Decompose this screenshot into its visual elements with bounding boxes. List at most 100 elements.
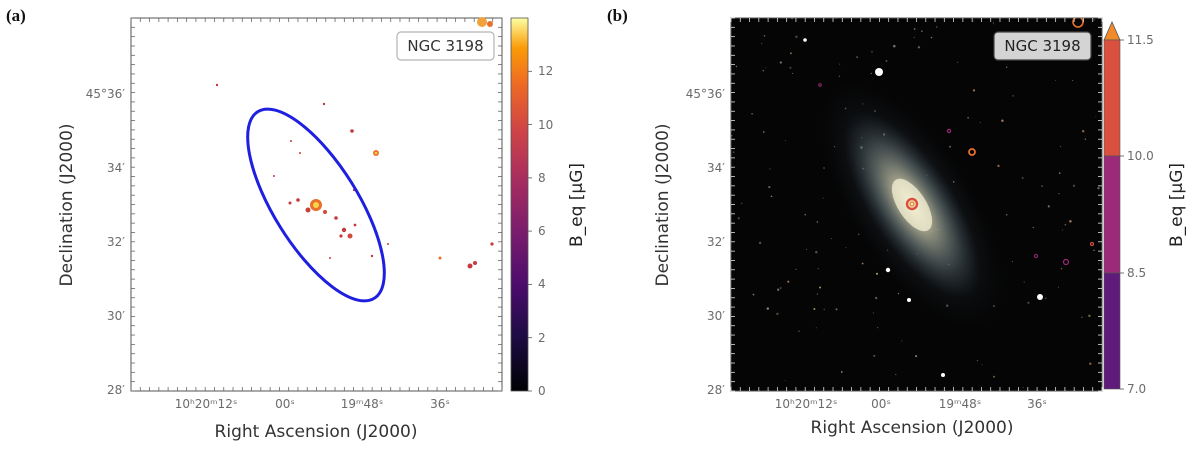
background-star bbox=[1084, 138, 1087, 140]
background-star bbox=[1044, 297, 1047, 300]
background-star bbox=[895, 373, 897, 376]
dec-tick-label: 28′ bbox=[707, 383, 725, 397]
emission-blob bbox=[288, 201, 292, 205]
colorbar-bin-low bbox=[1103, 272, 1121, 390]
bright-star bbox=[941, 373, 945, 377]
contour-source bbox=[946, 128, 952, 134]
contour-source bbox=[1062, 258, 1070, 266]
bright-star bbox=[803, 38, 807, 42]
background-star bbox=[815, 327, 817, 329]
background-star bbox=[787, 280, 790, 283]
colorbar-tick-label: 2 bbox=[538, 331, 546, 345]
bright-star bbox=[907, 298, 911, 302]
colorbar-tick-label: 4 bbox=[538, 277, 546, 291]
background-star bbox=[1012, 95, 1014, 97]
background-star bbox=[752, 293, 755, 296]
galaxy-aperture-ellipse bbox=[246, 107, 386, 303]
background-star bbox=[1021, 176, 1024, 180]
background-star bbox=[1022, 387, 1024, 389]
background-star bbox=[763, 131, 765, 133]
background-star bbox=[913, 36, 915, 39]
background-star bbox=[893, 44, 896, 48]
panel-a-colorbar-label: B_eq [μG] bbox=[567, 163, 587, 247]
background-star bbox=[992, 22, 995, 24]
dec-tick-label: 34′ bbox=[107, 161, 125, 175]
background-star bbox=[784, 380, 786, 382]
background-star bbox=[777, 288, 780, 291]
background-star bbox=[815, 251, 818, 254]
ra-tick-label: 10ʰ20ᵐ12ˢ bbox=[775, 397, 838, 411]
panel-a-colorbar bbox=[510, 17, 529, 392]
background-star bbox=[806, 248, 808, 250]
emission-blob bbox=[296, 198, 300, 202]
background-star bbox=[872, 312, 874, 314]
ra-tick-label: 19ᵐ48ˢ bbox=[341, 397, 384, 411]
panel-b-colorbar-ticks bbox=[1120, 39, 1124, 390]
contour-source bbox=[1089, 241, 1095, 247]
background-star bbox=[1072, 184, 1076, 187]
panel-b-colorbar bbox=[1103, 21, 1121, 390]
contour-source bbox=[1034, 254, 1038, 258]
panel-b-figure: NGC 3198 45°36′ 34′ 32′ 30′ 28′ 10ʰ20ᵐ12… bbox=[653, 17, 1187, 438]
background-star bbox=[921, 30, 923, 32]
colorbar-tick-label: 7.0 bbox=[1127, 382, 1146, 396]
colorbar-tick-label: 10 bbox=[538, 118, 553, 132]
background-star bbox=[897, 292, 900, 295]
background-star bbox=[1093, 249, 1095, 251]
ra-tick-label: 00ˢ bbox=[871, 397, 891, 411]
background-star bbox=[795, 268, 797, 271]
background-star bbox=[875, 296, 878, 300]
background-star bbox=[877, 327, 879, 329]
dec-tick-label: 45°36′ bbox=[686, 87, 726, 101]
panel-a-colorbar-ticks bbox=[528, 70, 532, 392]
background-star bbox=[1059, 145, 1062, 148]
emission-blob bbox=[290, 140, 292, 142]
ra-tick-label: 19ᵐ48ˢ bbox=[939, 397, 982, 411]
emission-blob bbox=[339, 234, 343, 238]
background-star bbox=[957, 61, 959, 64]
background-star bbox=[913, 28, 916, 30]
background-star bbox=[792, 72, 794, 74]
colorbar-extend-arrow bbox=[1103, 21, 1121, 41]
background-star bbox=[758, 241, 762, 245]
dec-tick-label: 30′ bbox=[107, 309, 125, 323]
background-star bbox=[839, 63, 841, 65]
panel-b-colorbar-label: B_eq [μG] bbox=[1167, 163, 1187, 247]
dec-tick-label: 32′ bbox=[707, 235, 725, 249]
background-star bbox=[1023, 281, 1025, 283]
ra-tick-label: 36ˢ bbox=[430, 397, 450, 411]
background-star bbox=[993, 375, 995, 378]
emission-blob bbox=[341, 227, 347, 233]
panel-b-frame-ticks bbox=[730, 17, 1103, 392]
emission-blob bbox=[353, 223, 357, 227]
emission-blob bbox=[313, 202, 319, 208]
background-star bbox=[967, 117, 969, 119]
colorbar-tick-label: 0 bbox=[538, 384, 546, 398]
background-star bbox=[845, 247, 847, 249]
background-star bbox=[885, 59, 888, 62]
background-star bbox=[1027, 301, 1030, 304]
background-star bbox=[838, 75, 840, 77]
emission-blob bbox=[477, 17, 487, 27]
colorbar-tick-label: 8 bbox=[538, 171, 546, 185]
background-star bbox=[856, 56, 859, 59]
background-star bbox=[981, 364, 983, 366]
background-star bbox=[936, 26, 938, 28]
background-star bbox=[973, 20, 975, 22]
background-star bbox=[1062, 229, 1064, 231]
panel-a-frame-ticks bbox=[130, 17, 503, 392]
emission-blob bbox=[215, 83, 219, 87]
background-star bbox=[823, 308, 825, 311]
background-star bbox=[840, 370, 843, 373]
contour-source bbox=[968, 148, 976, 156]
panel-b-ylabel: Declination (J2000) bbox=[653, 123, 673, 286]
panel-a-emission-blobs bbox=[215, 17, 494, 269]
background-star bbox=[871, 50, 873, 53]
background-star bbox=[735, 65, 738, 68]
background-star bbox=[917, 46, 921, 49]
background-star bbox=[768, 186, 771, 189]
background-star bbox=[740, 202, 743, 205]
panel-a-object-name: NGC 3198 bbox=[407, 37, 483, 55]
background-star bbox=[1097, 263, 1100, 265]
background-star bbox=[875, 272, 879, 275]
